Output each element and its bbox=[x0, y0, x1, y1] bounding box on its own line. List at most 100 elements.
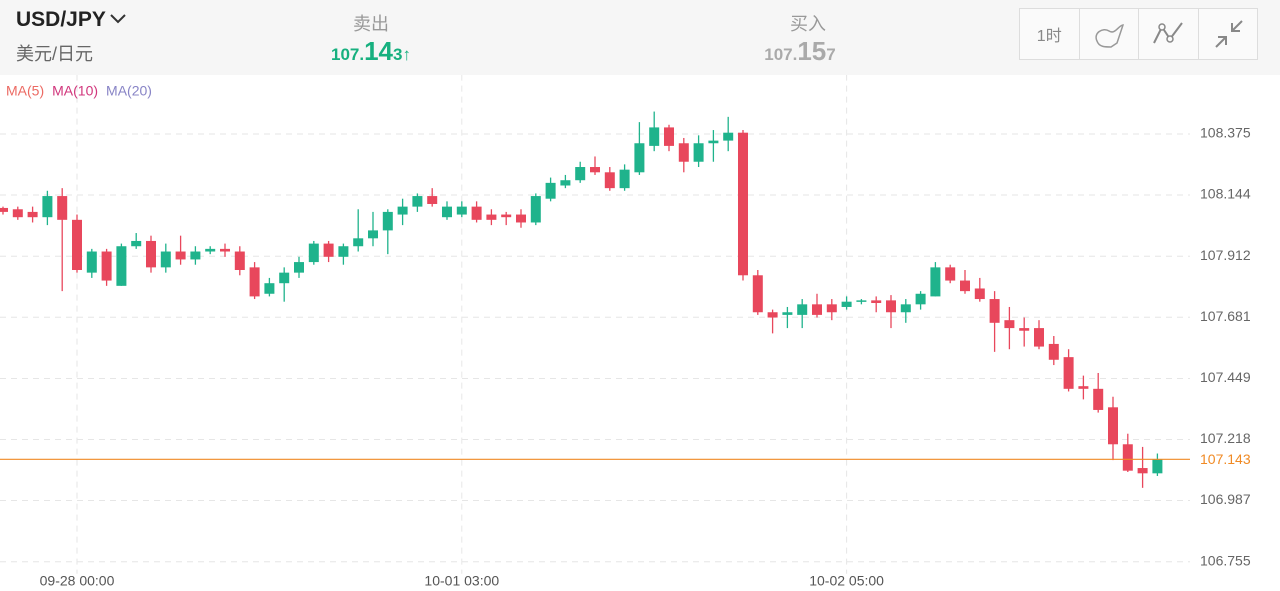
candle-body bbox=[738, 132, 748, 276]
candle-body bbox=[1063, 357, 1074, 389]
candle-body bbox=[456, 206, 467, 215]
ask-price: 107.157 bbox=[764, 36, 835, 67]
candle-body bbox=[501, 214, 512, 218]
candle-body bbox=[308, 243, 319, 263]
candle-body bbox=[841, 301, 852, 307]
candle-body bbox=[856, 300, 867, 302]
legend-entry: MA(5) bbox=[6, 83, 44, 99]
candle-body bbox=[131, 240, 142, 247]
symbol-text[interactable]: USD/JPY bbox=[16, 8, 106, 31]
candle-body bbox=[530, 196, 541, 223]
y-tick-label: 107.449 bbox=[1200, 369, 1251, 385]
candle-body bbox=[0, 207, 8, 212]
candle-body bbox=[752, 275, 763, 313]
candle-body bbox=[1034, 328, 1044, 347]
candle-body bbox=[516, 214, 526, 223]
y-tick-label: 107.218 bbox=[1200, 430, 1251, 446]
ask-main: 107. bbox=[764, 45, 798, 64]
candle-body bbox=[264, 283, 275, 294]
candle-body bbox=[930, 267, 941, 297]
indicator-icon bbox=[1153, 22, 1184, 44]
candle-body bbox=[649, 127, 660, 146]
candle-body bbox=[723, 132, 734, 141]
y-tick-label: 106.755 bbox=[1200, 552, 1251, 568]
candle-body bbox=[560, 180, 571, 186]
symbol[interactable]: USD/JPY bbox=[16, 8, 127, 32]
candle-body bbox=[160, 251, 171, 268]
collapse-button[interactable] bbox=[1199, 9, 1258, 59]
bid-tail: 3 bbox=[393, 45, 403, 64]
y-tick-label: 107.912 bbox=[1200, 247, 1251, 263]
candle-body bbox=[42, 196, 53, 218]
bid-price: 107.143↑ bbox=[331, 36, 411, 67]
y-tick-label: 107.681 bbox=[1200, 308, 1251, 324]
last-price-label: 107.143 bbox=[1200, 451, 1251, 467]
ask-tail: 7 bbox=[826, 45, 836, 64]
y-tick-label: 108.375 bbox=[1200, 125, 1251, 141]
candle-body bbox=[412, 196, 423, 207]
candle-body bbox=[205, 248, 216, 252]
candle-body bbox=[915, 293, 926, 305]
draw-icon bbox=[1095, 24, 1124, 48]
candle-body bbox=[708, 140, 719, 144]
candle-body bbox=[664, 127, 674, 146]
toolbar: 1时 bbox=[1019, 8, 1258, 60]
candle-body bbox=[353, 238, 364, 247]
candle-body bbox=[234, 251, 245, 270]
candle-body bbox=[323, 243, 334, 257]
candle-body bbox=[797, 304, 808, 315]
symbol-name: 美元/日元 bbox=[16, 44, 94, 64]
candle-body bbox=[442, 206, 452, 218]
candle-body bbox=[974, 288, 985, 300]
x-tick-label: 09-28 00:00 bbox=[40, 573, 115, 589]
candle-body bbox=[486, 214, 497, 220]
candle-body bbox=[604, 172, 615, 189]
candle-body bbox=[101, 251, 112, 281]
candle-body bbox=[368, 230, 378, 239]
bid-main: 107. bbox=[331, 45, 365, 64]
candle-body bbox=[57, 196, 68, 220]
draw-button[interactable] bbox=[1080, 9, 1139, 59]
indicator-button[interactable] bbox=[1139, 9, 1199, 59]
ask-label: 买入 bbox=[790, 14, 826, 34]
legend-entry: MA(20) bbox=[106, 83, 152, 99]
candle-body bbox=[1019, 328, 1030, 331]
candle-body bbox=[871, 300, 882, 304]
candle-body bbox=[782, 312, 793, 315]
candle-body bbox=[945, 267, 956, 281]
candle-body bbox=[1122, 444, 1133, 471]
x-tick-label: 10-02 05:00 bbox=[809, 573, 884, 589]
candle-body bbox=[397, 206, 408, 215]
candle-body bbox=[12, 209, 23, 218]
candle-body bbox=[575, 167, 586, 181]
candle-body bbox=[86, 251, 97, 273]
candle-body bbox=[1137, 468, 1148, 474]
candle-body bbox=[220, 248, 230, 252]
bid-big: 14 bbox=[364, 36, 394, 66]
candle-body bbox=[886, 300, 896, 313]
candle-body bbox=[590, 167, 600, 173]
candle-body bbox=[27, 211, 38, 218]
candle-body bbox=[989, 299, 1000, 323]
chevron[interactable] bbox=[109, 12, 127, 26]
candle-body bbox=[1093, 388, 1104, 410]
candle-body bbox=[545, 182, 556, 199]
candle-body bbox=[294, 262, 304, 273]
candle-body bbox=[767, 312, 778, 318]
candle-body bbox=[116, 246, 127, 286]
y-tick-label: 106.987 bbox=[1200, 491, 1251, 507]
candle-body bbox=[72, 219, 82, 270]
candle-body bbox=[619, 169, 630, 189]
candle-body bbox=[678, 143, 689, 162]
interval-button[interactable]: 1时 bbox=[1020, 9, 1080, 59]
candle-body bbox=[249, 267, 260, 297]
candle-body bbox=[279, 272, 290, 284]
candle-body bbox=[826, 304, 837, 313]
collapse-icon bbox=[1215, 20, 1243, 48]
x-tick-label: 10-01 03:00 bbox=[424, 573, 499, 589]
legend-entry: MA(10) bbox=[52, 83, 98, 99]
candle-body bbox=[175, 251, 186, 260]
candle-body bbox=[1152, 459, 1163, 474]
